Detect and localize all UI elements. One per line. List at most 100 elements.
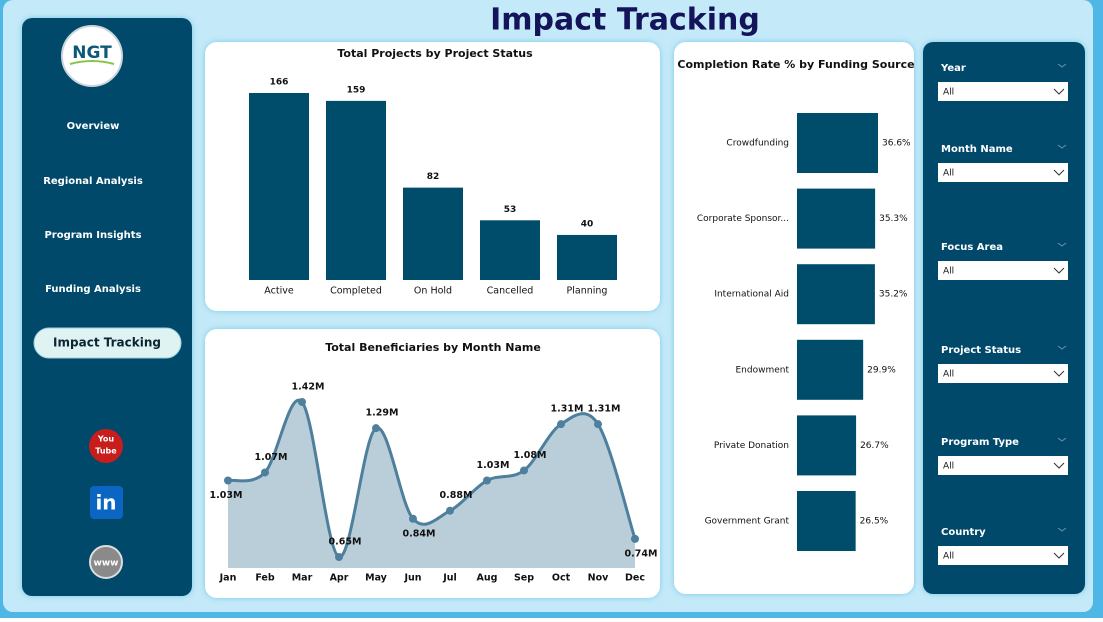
filter-label: Project Status — [941, 345, 1021, 356]
x-tick-label: Feb — [255, 573, 275, 584]
point — [557, 420, 565, 429]
point-label: 1.07M — [255, 452, 288, 463]
logo-swoosh — [69, 60, 115, 65]
chart-title: Completion Rate % by Funding Source — [677, 58, 914, 71]
x-tick-label: Completed — [330, 286, 382, 297]
youtube-text: You — [97, 435, 115, 444]
bar-value-label: 26.7% — [860, 441, 889, 451]
point — [224, 476, 232, 485]
point — [594, 420, 602, 429]
x-tick-label: Aug — [477, 573, 498, 584]
point-label: 0.65M — [329, 537, 362, 548]
nav-item[interactable]: Impact Tracking — [53, 336, 161, 350]
x-tick-label: Dec — [625, 573, 645, 584]
bar-value-label: 82 — [427, 172, 440, 182]
x-tick-label: May — [365, 573, 388, 584]
youtube-icon[interactable] — [89, 429, 123, 463]
filter-chevron — [1057, 437, 1067, 442]
x-tick-label: Sep — [514, 573, 534, 584]
nav-item[interactable]: Program Insights — [44, 230, 141, 241]
page-title: Impact Tracking — [490, 3, 760, 38]
dropdown-arrow — [1053, 462, 1065, 469]
bar — [797, 188, 876, 249]
bar-value-label: 35.3% — [879, 214, 908, 224]
chart-title: Total Beneficiaries by Month Name — [325, 341, 541, 354]
x-tick-label: Jul — [442, 573, 457, 584]
filter-label: Focus Area — [941, 242, 1003, 253]
filter-value: All — [943, 88, 954, 98]
nav-item[interactable]: Regional Analysis — [43, 176, 143, 187]
filter-dropdown[interactable] — [938, 163, 1068, 182]
point-label: 1.31M — [588, 404, 621, 415]
x-tick-label: Active — [264, 286, 294, 297]
filter-label: Program Type — [941, 437, 1019, 448]
filter-chevron — [1057, 527, 1067, 532]
bar — [403, 187, 463, 280]
filter-dropdown[interactable] — [938, 364, 1068, 383]
bar-value-label: 159 — [347, 85, 366, 95]
bar-value-label: 29.9% — [867, 365, 896, 375]
x-tick-label: On Hold — [414, 286, 452, 297]
bar — [797, 339, 864, 400]
point-label: 1.29M — [366, 408, 399, 419]
web-icon[interactable] — [89, 545, 123, 579]
filter-panel — [923, 42, 1085, 594]
bar — [480, 220, 540, 280]
bar-value-label: 36.6% — [882, 139, 911, 149]
x-tick-label: Nov — [588, 573, 609, 584]
nav-item[interactable]: Overview — [67, 121, 120, 132]
y-tick-label: International Aid — [714, 290, 789, 300]
x-tick-label: Apr — [330, 573, 349, 584]
filter-value: All — [943, 169, 954, 179]
dropdown-arrow — [1053, 552, 1065, 559]
filter-dropdown[interactable] — [938, 456, 1068, 475]
filter-label: Month Name — [941, 144, 1013, 155]
dropdown-arrow — [1053, 267, 1065, 274]
point-label: 1.03M — [210, 490, 243, 501]
filter-label: Country — [941, 527, 986, 538]
bar — [797, 415, 857, 476]
point-label: 1.08M — [514, 450, 547, 461]
y-tick-label: Government Grant — [705, 517, 790, 527]
point-label: 0.84M — [403, 528, 436, 539]
y-tick-label: Corporate Sponsor... — [697, 214, 789, 224]
nav-active[interactable] — [33, 327, 182, 359]
filter-dropdown[interactable] — [938, 82, 1068, 101]
x-tick-label: Oct — [552, 573, 571, 584]
filter-value: All — [943, 370, 954, 380]
bar-value-label: 53 — [504, 205, 517, 215]
point-label: 1.42M — [292, 382, 325, 393]
y-tick-label: Endowment — [735, 365, 789, 375]
filter-chevron — [1057, 144, 1067, 149]
filter-chevron — [1057, 242, 1067, 247]
filter-label: Year — [940, 63, 966, 74]
x-tick-label: Mar — [292, 573, 313, 584]
point — [631, 534, 639, 543]
bar — [797, 113, 878, 173]
dropdown-arrow — [1053, 370, 1065, 377]
sidebar — [22, 18, 192, 596]
youtube-text: Tube — [95, 447, 117, 456]
filter-value: All — [943, 267, 954, 277]
linkedin-icon[interactable] — [90, 486, 123, 519]
filter-value: All — [943, 552, 954, 562]
bar — [249, 93, 309, 280]
bar-value-label: 26.5% — [860, 517, 889, 527]
y-tick-label: Private Donation — [714, 441, 789, 451]
filter-dropdown[interactable] — [938, 546, 1068, 565]
point — [520, 466, 528, 475]
x-tick-label: Jun — [403, 573, 421, 584]
nav-item[interactable]: Funding Analysis — [45, 284, 141, 295]
point-label: 1.03M — [477, 460, 510, 471]
point — [409, 514, 417, 523]
logo-text: NGT — [72, 43, 112, 63]
point — [483, 476, 491, 485]
linkedin-text: in — [95, 491, 116, 515]
filter-dropdown[interactable] — [938, 261, 1068, 280]
bar — [557, 234, 617, 280]
dropdown-arrow — [1053, 169, 1065, 176]
point-label: 0.74M — [625, 548, 658, 559]
filter-chevron — [1057, 345, 1067, 350]
